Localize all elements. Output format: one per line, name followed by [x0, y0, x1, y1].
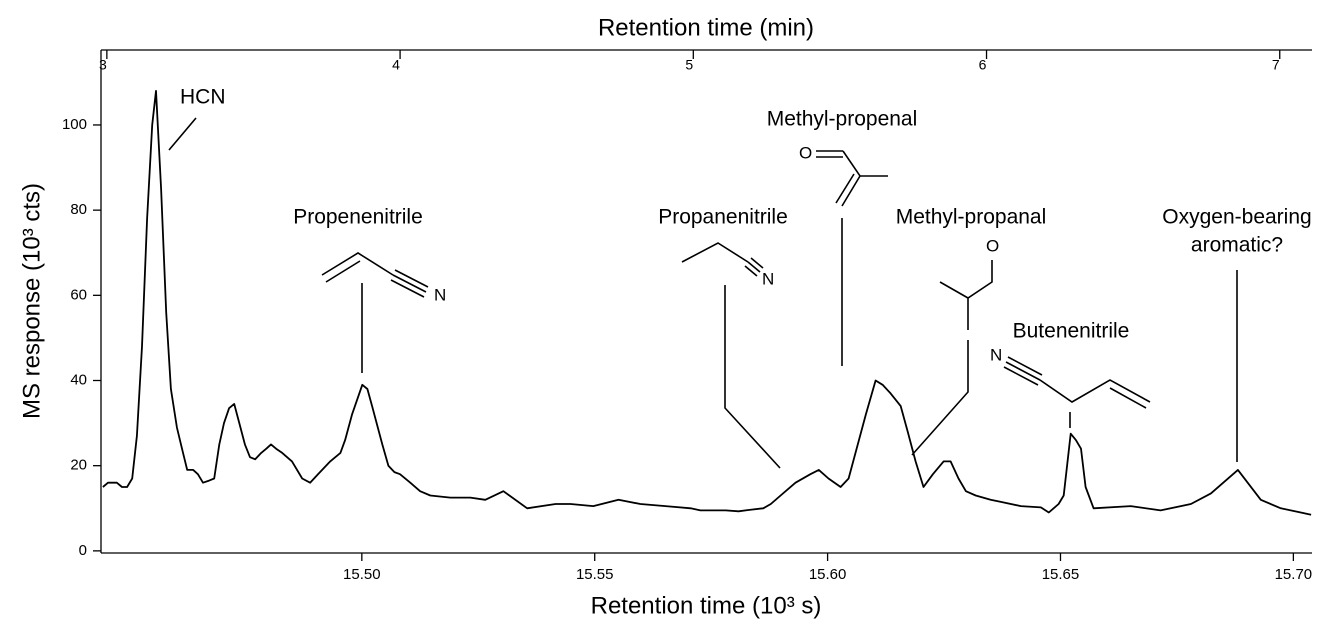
structure: [939, 260, 993, 330]
y-axis-title: MS response (10³ cts): [18, 183, 45, 419]
x-tick-label: 15.65: [1042, 566, 1080, 583]
atom-label: O: [799, 143, 812, 162]
leader-line: [911, 340, 969, 456]
atom-label: N: [990, 345, 1002, 364]
leader-line: [168, 117, 197, 151]
structure: [1003, 356, 1151, 409]
annotation: Butenenitrile: [1013, 320, 1130, 343]
annotation: Propenenitrile: [293, 206, 423, 229]
structure: [744, 257, 764, 277]
x2-tick-label: 6: [979, 57, 987, 73]
atom-label: N: [434, 285, 446, 304]
x2-tick-label: 7: [1272, 57, 1280, 73]
x-tick-label: 15.70: [1275, 566, 1313, 583]
y-tick-label: 20: [70, 457, 87, 474]
y-tick-label: 60: [70, 286, 87, 303]
x-tick-label: 15.55: [576, 566, 614, 583]
y-tick-label: 80: [70, 201, 87, 218]
top-axis-title: Retention time (min): [598, 14, 814, 41]
annotation: Methyl-propanal: [896, 206, 1047, 229]
y-tick-label: 100: [62, 116, 87, 133]
x-tick-label: 15.50: [343, 566, 381, 583]
y-tick-label: 40: [70, 371, 87, 388]
atom-label: O: [986, 236, 999, 255]
annotation: Propanenitrile: [658, 206, 788, 229]
x2-tick-label: 5: [685, 57, 693, 73]
y-tick-label: 0: [79, 542, 87, 559]
x-axis-title: Retention time (10³ s): [591, 592, 822, 619]
x-tick-label: 15.60: [809, 566, 847, 583]
leader-line: [724, 285, 781, 469]
structure: [816, 150, 888, 207]
structure: [321, 252, 394, 283]
annotation-structures: N N O O N: [168, 117, 1238, 469]
annotation: Oxygen-bearing: [1162, 206, 1311, 229]
atom-label: N: [762, 269, 774, 288]
data-line: [102, 90, 1312, 516]
annotation: Methyl-propenal: [767, 108, 918, 131]
x2-tick-label: 4: [392, 57, 400, 73]
structure: [390, 269, 429, 298]
structure: [681, 242, 749, 263]
x2-tick-label: 3: [99, 57, 107, 73]
annotation: aromatic?: [1191, 234, 1283, 257]
annotation: HCN: [180, 86, 226, 109]
